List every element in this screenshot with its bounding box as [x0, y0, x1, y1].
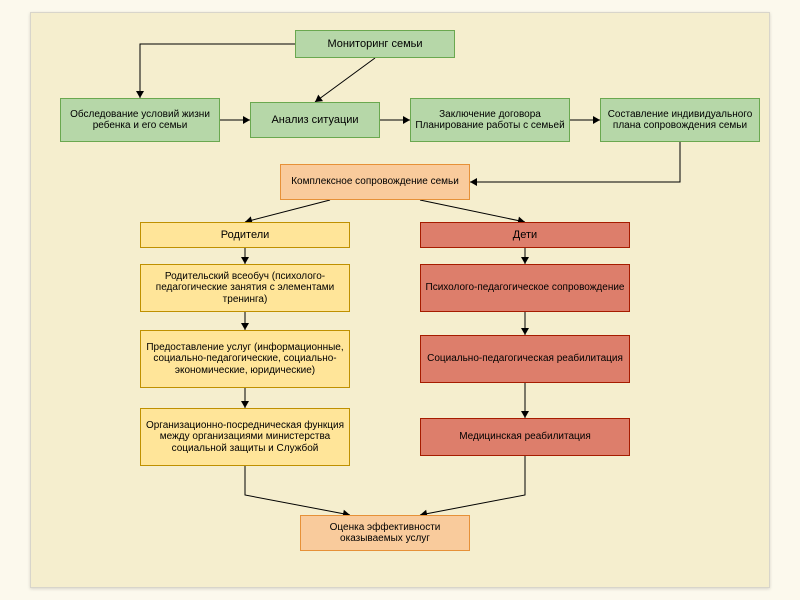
node-parental-education-label: Родительский всеобуч (психолого-педагоги…: [145, 271, 345, 306]
node-psycho-pedagogical: Психолого-педагогическое сопровождение: [420, 264, 630, 312]
node-analysis-label: Анализ ситуации: [271, 114, 358, 127]
node-services-label: Предоставление услуг (информационные, со…: [145, 342, 345, 377]
node-complex-support: Комплексное сопровождение семьи: [280, 164, 470, 200]
node-survey-label: Обследование условий жизни ребенка и его…: [65, 109, 215, 132]
node-analysis: Анализ ситуации: [250, 102, 380, 138]
node-children: Дети: [420, 222, 630, 248]
node-children-label: Дети: [513, 229, 537, 242]
node-contract: Заключение договора Планирование работы …: [410, 98, 570, 142]
node-monitoring: Мониторинг семьи: [295, 30, 455, 58]
node-mediation: Организационно-посредническая функция ме…: [140, 408, 350, 466]
diagram-canvas: Мониторинг семьи Обследование условий жиз…: [0, 0, 800, 600]
node-complex-support-label: Комплексное сопровождение семьи: [291, 176, 459, 188]
node-survey: Обследование условий жизни ребенка и его…: [60, 98, 220, 142]
node-medical-rehab: Медицинская реабилитация: [420, 418, 630, 456]
node-mediation-label: Организационно-посредническая функция ме…: [145, 420, 345, 455]
node-parents-label: Родители: [221, 229, 270, 242]
node-individual-plan-label: Составление индивидуального плана сопров…: [605, 109, 755, 132]
node-services: Предоставление услуг (информационные, со…: [140, 330, 350, 388]
node-evaluation-label: Оценка эффективности оказываемых услуг: [305, 522, 465, 545]
node-parental-education: Родительский всеобуч (психолого-педагоги…: [140, 264, 350, 312]
node-social-rehab: Социально-педагогическая реабилитация: [420, 335, 630, 383]
node-monitoring-label: Мониторинг семьи: [327, 38, 422, 51]
node-individual-plan: Составление индивидуального плана сопров…: [600, 98, 760, 142]
node-contract-label: Заключение договора Планирование работы …: [415, 109, 565, 132]
node-evaluation: Оценка эффективности оказываемых услуг: [300, 515, 470, 551]
node-social-rehab-label: Социально-педагогическая реабилитация: [427, 353, 623, 365]
node-psycho-pedagogical-label: Психолого-педагогическое сопровождение: [426, 282, 625, 294]
node-parents: Родители: [140, 222, 350, 248]
node-medical-rehab-label: Медицинская реабилитация: [459, 431, 591, 443]
